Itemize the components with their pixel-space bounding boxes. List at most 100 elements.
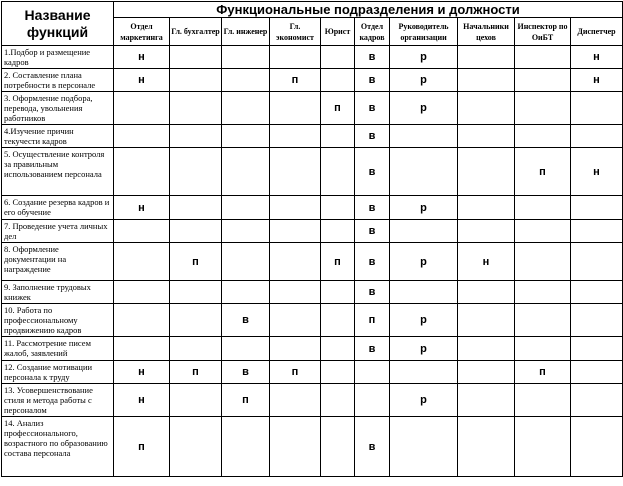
role-cell: в (354, 336, 390, 361)
function-column-header: Название функций (1, 1, 114, 46)
role-cell (320, 383, 355, 417)
role-cell (570, 416, 623, 477)
role-cell (113, 242, 170, 281)
role-cell (169, 124, 222, 148)
role-cell (269, 336, 321, 361)
role-cell (389, 280, 458, 304)
role-cell (221, 280, 270, 304)
role-cell (514, 383, 571, 417)
role-cell (221, 336, 270, 361)
role-cell (389, 219, 458, 243)
function-name-cell: 6. Создание резерва кадров и его обучени… (1, 195, 114, 220)
role-cell (221, 68, 270, 92)
table-row: 10. Работа по профессиональному продвиже… (1, 303, 623, 337)
role-cell (221, 219, 270, 243)
role-cell (457, 280, 515, 304)
table-row: 3. Оформление подбора, перевода, увольне… (1, 91, 623, 125)
role-cell (169, 91, 222, 125)
role-cell (169, 68, 222, 92)
role-cell: н (113, 383, 170, 417)
table-row: 2. Составление плана потребности в персо… (1, 68, 623, 92)
function-name-cell: 10. Работа по профессиональному продвиже… (1, 303, 114, 337)
role-cell (457, 68, 515, 92)
role-cell (514, 242, 571, 281)
role-cell (320, 45, 355, 69)
role-cell (320, 195, 355, 220)
role-cell (457, 124, 515, 148)
role-cell (514, 280, 571, 304)
table-row: 8. Оформление документации на награждени… (1, 242, 623, 281)
role-cell (221, 91, 270, 125)
role-cell (320, 360, 355, 384)
role-cell (354, 383, 390, 417)
role-cell (169, 383, 222, 417)
role-cell (457, 416, 515, 477)
role-cell (221, 242, 270, 281)
function-name-cell: 8. Оформление документации на награждени… (1, 242, 114, 281)
role-cell (169, 219, 222, 243)
column-header-head-of-organization: Руководитель организации (389, 17, 458, 46)
function-name-cell: 9. Заполнение трудовых книжек (1, 280, 114, 304)
role-cell: р (389, 195, 458, 220)
role-cell: в (354, 280, 390, 304)
role-cell (514, 45, 571, 69)
role-cell (269, 303, 321, 337)
role-cell (269, 280, 321, 304)
departments-group-header: Функциональные подразделения и должности (113, 1, 623, 18)
role-cell (169, 280, 222, 304)
role-cell: п (269, 68, 321, 92)
table-row: 13. Усовершенствование стиля и метода ра… (1, 383, 623, 417)
role-cell (389, 416, 458, 477)
role-cell (514, 336, 571, 361)
role-cell (514, 219, 571, 243)
role-cell: р (389, 91, 458, 125)
role-cell (457, 45, 515, 69)
role-cell: в (354, 147, 390, 196)
column-header-marketing: Отдел маркетинга (113, 17, 170, 46)
role-cell (320, 280, 355, 304)
role-cell (570, 124, 623, 148)
column-header-dispatcher: Диспетчер (570, 17, 623, 46)
role-cell (221, 45, 270, 69)
responsibility-matrix-table: Название функций Функциональные подразде… (1, 1, 623, 477)
function-name-cell: 11. Рассмотрение писем жалоб, заявлений (1, 336, 114, 361)
role-cell: п (113, 416, 170, 477)
role-cell: в (354, 416, 390, 477)
role-cell (514, 195, 571, 220)
role-cell: р (389, 303, 458, 337)
function-name-cell: 7. Проведение учета личных дел (1, 219, 114, 243)
role-cell (269, 416, 321, 477)
role-cell (320, 219, 355, 243)
role-cell (269, 219, 321, 243)
function-name-cell: 14. Анализ профессионального, возрастног… (1, 416, 114, 477)
role-cell: в (354, 68, 390, 92)
role-cell (570, 242, 623, 281)
role-cell (354, 360, 390, 384)
role-cell (570, 336, 623, 361)
role-cell (389, 360, 458, 384)
role-cell (570, 383, 623, 417)
column-header-chief-engineer: Гл. инженер (221, 17, 270, 46)
table-row: 5. Осуществление контроля за правильным … (1, 147, 623, 196)
role-cell: п (514, 360, 571, 384)
function-name-cell: 2. Составление плана потребности в персо… (1, 68, 114, 92)
column-header-chief-accountant: Гл. бухгалтер (169, 17, 222, 46)
role-cell (221, 147, 270, 196)
role-cell: н (113, 195, 170, 220)
role-cell (514, 303, 571, 337)
column-header-shop-managers: Начальники цехов (457, 17, 515, 46)
role-cell (169, 416, 222, 477)
role-cell: п (169, 242, 222, 281)
role-cell: р (389, 336, 458, 361)
role-cell: в (221, 360, 270, 384)
role-cell: п (269, 360, 321, 384)
role-cell (320, 416, 355, 477)
table-row: 14. Анализ профессионального, возрастног… (1, 416, 623, 477)
role-cell (457, 219, 515, 243)
role-cell (221, 195, 270, 220)
table-row: 9. Заполнение трудовых книжек в (1, 280, 623, 304)
function-name-cell: 3. Оформление подбора, перевода, увольне… (1, 91, 114, 125)
function-name-cell: 13. Усовершенствование стиля и метода ра… (1, 383, 114, 417)
table-row: 12. Создание мотивации персонала к труду… (1, 360, 623, 384)
role-cell: р (389, 45, 458, 69)
